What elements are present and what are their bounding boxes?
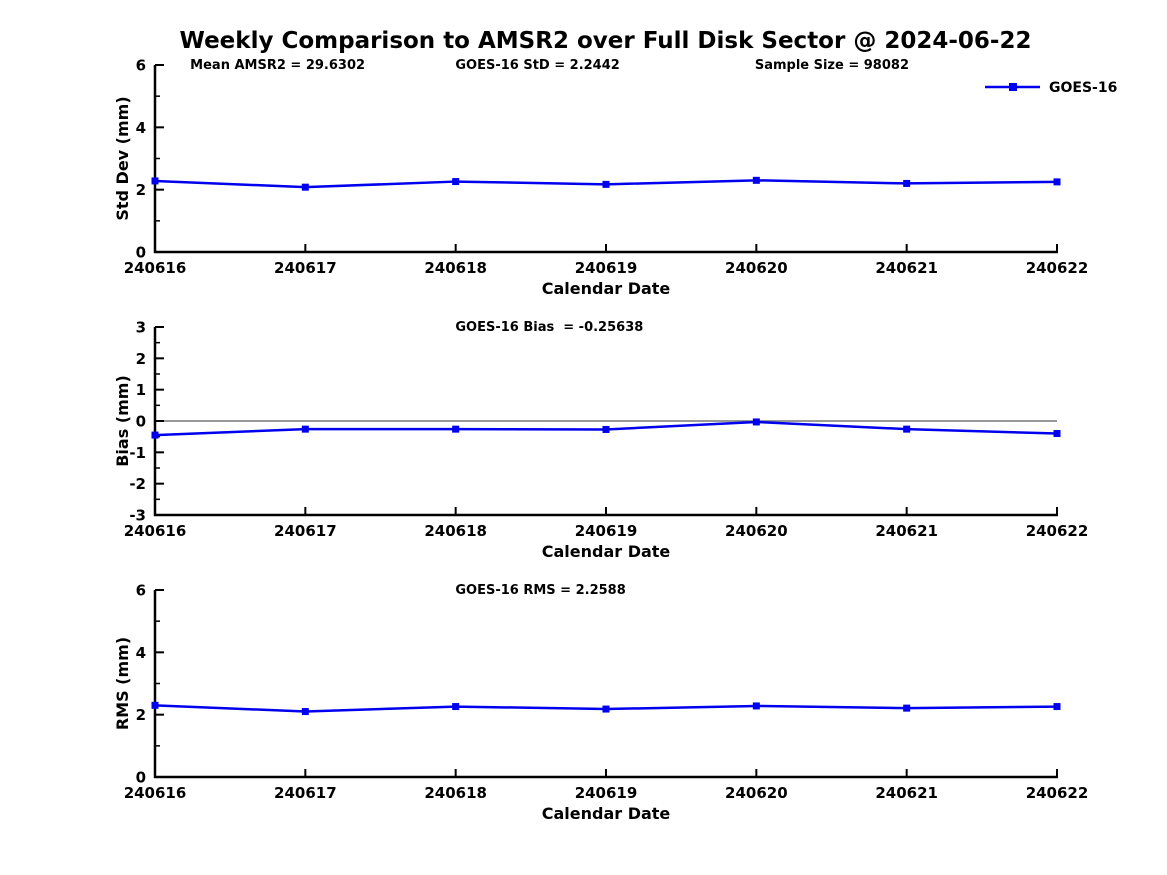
subplot-std-dev: 0 2 4 6 240616 240617 240618 240619 240620 240621… — [113, 57, 1117, 299]
data-point-marker — [452, 425, 460, 433]
data-point-marker — [151, 177, 159, 185]
data-point-marker — [452, 703, 460, 711]
y-tick-label: 2 — [136, 181, 146, 199]
x-tick-label: 240616 — [124, 784, 187, 802]
data-point-marker — [602, 180, 610, 188]
y-tick-label: 2 — [136, 350, 146, 368]
y-axis-title: Bias (mm) — [113, 375, 132, 467]
data-point-marker — [1053, 178, 1061, 186]
legend-label: GOES-16 — [1049, 80, 1117, 96]
x-tick-label: 240622 — [1026, 522, 1089, 540]
data-point-marker — [1053, 430, 1061, 438]
x-tick-label: 240618 — [424, 784, 487, 802]
annotation-text: Mean AMSR2 = 29.6302 — [190, 58, 365, 73]
annotation-text: GOES-16 StD = 2.2442 — [455, 58, 619, 73]
x-tick-label: 240622 — [1026, 259, 1089, 277]
y-tick-label: 3 — [136, 319, 146, 337]
data-point-marker — [301, 183, 309, 191]
y-tick-label: 2 — [136, 706, 146, 724]
y-tick-label: 1 — [136, 381, 146, 399]
y-axis-title: Std Dev (mm) — [113, 96, 132, 220]
x-tick-label: 240617 — [274, 522, 337, 540]
y-tick-label: 4 — [136, 644, 146, 662]
subplot-rms: 0 2 4 6 240616 240617 240618 240619 240620 240621… — [113, 582, 1089, 824]
data-point-marker — [602, 705, 610, 713]
x-tick-label: 240620 — [725, 259, 788, 277]
x-tick-label: 240620 — [725, 522, 788, 540]
y-tick-label: 4 — [136, 119, 146, 137]
x-axis-title: Calendar Date — [542, 804, 671, 823]
x-tick-label: 240617 — [274, 784, 337, 802]
data-point-marker — [903, 179, 911, 187]
x-tick-label: 240617 — [274, 259, 337, 277]
x-tick-label: 240622 — [1026, 784, 1089, 802]
x-tick-label: 240619 — [575, 522, 638, 540]
data-point-marker — [301, 425, 309, 433]
x-tick-label: 240618 — [424, 522, 487, 540]
legend-marker-sample — [1009, 83, 1017, 91]
annotation-text: Sample Size = 98082 — [755, 58, 909, 73]
x-tick-label: 240619 — [575, 259, 638, 277]
y-tick-label: 0 — [136, 244, 146, 262]
data-point-marker — [151, 431, 159, 439]
x-tick-label: 240616 — [124, 259, 187, 277]
y-tick-label: 0 — [136, 413, 146, 431]
y-tick-label: 6 — [136, 582, 146, 600]
data-point-marker — [151, 701, 159, 709]
annotation-text: GOES-16 RMS = 2.2588 — [455, 583, 625, 598]
data-point-marker — [903, 704, 911, 712]
data-point-marker — [1053, 703, 1061, 711]
data-point-marker — [452, 178, 460, 186]
data-point-marker — [602, 425, 610, 433]
x-axis-title: Calendar Date — [542, 542, 671, 561]
y-tick-label: -1 — [129, 444, 146, 462]
subplot-bias: -3 -2 -1 0 1 2 3 240616 240617 240618 240619 240620… — [113, 319, 1089, 562]
annotation-text: GOES-16 Bias = -0.25638 — [455, 320, 643, 335]
data-point-marker — [752, 702, 760, 710]
figure-title: Weekly Comparison to AMSR2 over Full Dis… — [179, 28, 1032, 54]
x-tick-label: 240618 — [424, 259, 487, 277]
x-tick-label: 240621 — [875, 784, 938, 802]
x-tick-label: 240620 — [725, 784, 788, 802]
y-tick-label: -3 — [129, 507, 146, 525]
y-axis-title: RMS (mm) — [113, 637, 132, 730]
x-tick-label: 240616 — [124, 522, 187, 540]
x-axis-title: Calendar Date — [542, 279, 671, 298]
x-tick-label: 240621 — [875, 522, 938, 540]
data-point-marker — [903, 425, 911, 433]
y-tick-label: 0 — [136, 769, 146, 787]
data-point-marker — [301, 708, 309, 716]
x-tick-label: 240619 — [575, 784, 638, 802]
y-tick-label: 6 — [136, 57, 146, 75]
data-point-marker — [752, 418, 760, 426]
data-point-marker — [752, 176, 760, 184]
x-tick-label: 240621 — [875, 259, 938, 277]
y-tick-label: -2 — [129, 475, 146, 493]
